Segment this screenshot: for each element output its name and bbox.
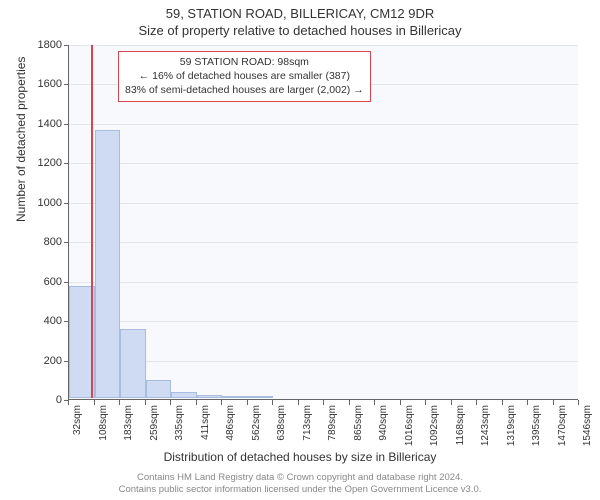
ytick-mark [64,203,69,204]
xtick-label: 789sqm [327,405,338,455]
gridline [69,242,578,243]
xtick-mark [374,400,375,405]
xtick-mark [68,400,69,405]
annotation-box: 59 STATION ROAD: 98sqm ← 16% of detached… [118,51,371,102]
xtick-mark [527,400,528,405]
xtick-mark [502,400,503,405]
ytick-mark [64,124,69,125]
ytick-label: 200 [2,355,62,367]
xtick-label: 1243sqm [480,405,491,455]
xtick-label: 1016sqm [404,405,415,455]
annotation-line1: 59 STATION ROAD: 98sqm [125,55,364,69]
ytick-label: 1200 [2,157,62,169]
plot-region: 59 STATION ROAD: 98sqm ← 16% of detached… [68,45,578,400]
xtick-mark [400,400,401,405]
xtick-label: 713sqm [302,405,313,455]
histogram-bar [248,396,274,398]
ytick-label: 0 [2,394,62,406]
xtick-label: 32sqm [72,405,83,455]
xtick-label: 411sqm [200,405,211,455]
xtick-label: 1319sqm [506,405,517,455]
gridline [69,124,578,125]
xtick-mark [247,400,248,405]
xtick-label: 638sqm [276,405,287,455]
xtick-label: 1092sqm [429,405,440,455]
xtick-mark [170,400,171,405]
ytick-mark [64,84,69,85]
histogram-bar [197,395,223,398]
xtick-label: 562sqm [251,405,262,455]
gridline [69,321,578,322]
xtick-mark [349,400,350,405]
xtick-mark [145,400,146,405]
ytick-label: 600 [2,276,62,288]
xtick-label: 1470sqm [557,405,568,455]
ytick-mark [64,45,69,46]
xtick-label: 940sqm [378,405,389,455]
xtick-label: 108sqm [98,405,109,455]
title-subtitle: Size of property relative to detached ho… [0,21,600,38]
histogram-bar [120,329,146,398]
ytick-label: 1600 [2,78,62,90]
xtick-mark [578,400,579,405]
footer-line2: Contains public sector information licen… [0,484,600,496]
xtick-mark [425,400,426,405]
xtick-mark [272,400,273,405]
xtick-mark [196,400,197,405]
ytick-mark [64,242,69,243]
ytick-mark [64,163,69,164]
marker-line [91,45,93,398]
xtick-label: 335sqm [174,405,185,455]
ytick-label: 400 [2,315,62,327]
xtick-label: 486sqm [225,405,236,455]
footer-line1: Contains HM Land Registry data © Crown c… [0,472,600,484]
xtick-mark [476,400,477,405]
gridline [69,163,578,164]
xtick-label: 183sqm [123,405,134,455]
footer: Contains HM Land Registry data © Crown c… [0,472,600,496]
ytick-label: 1800 [2,39,62,51]
annotation-line2: ← 16% of detached houses are smaller (38… [125,69,364,83]
xtick-mark [451,400,452,405]
xtick-label: 259sqm [149,405,160,455]
ytick-label: 1400 [2,118,62,130]
xtick-label: 1546sqm [582,405,593,455]
xtick-mark [553,400,554,405]
histogram-bar [146,380,172,398]
xtick-mark [323,400,324,405]
xtick-mark [94,400,95,405]
xtick-mark [221,400,222,405]
histogram-bar [171,392,197,398]
gridline [69,203,578,204]
xtick-mark [119,400,120,405]
annotation-line3: 83% of semi-detached houses are larger (… [125,83,364,97]
xtick-label: 865sqm [353,405,364,455]
xtick-mark [298,400,299,405]
chart-container: 59, STATION ROAD, BILLERICAY, CM12 9DR S… [0,0,600,500]
gridline [69,45,578,46]
gridline [69,282,578,283]
xtick-label: 1395sqm [531,405,542,455]
ytick-label: 800 [2,236,62,248]
histogram-bar [222,396,248,398]
ytick-mark [64,282,69,283]
histogram-bar [95,130,121,398]
xtick-label: 1168sqm [455,405,466,455]
x-axis-title: Distribution of detached houses by size … [0,450,600,464]
ytick-label: 1000 [2,197,62,209]
title-address: 59, STATION ROAD, BILLERICAY, CM12 9DR [0,0,600,21]
